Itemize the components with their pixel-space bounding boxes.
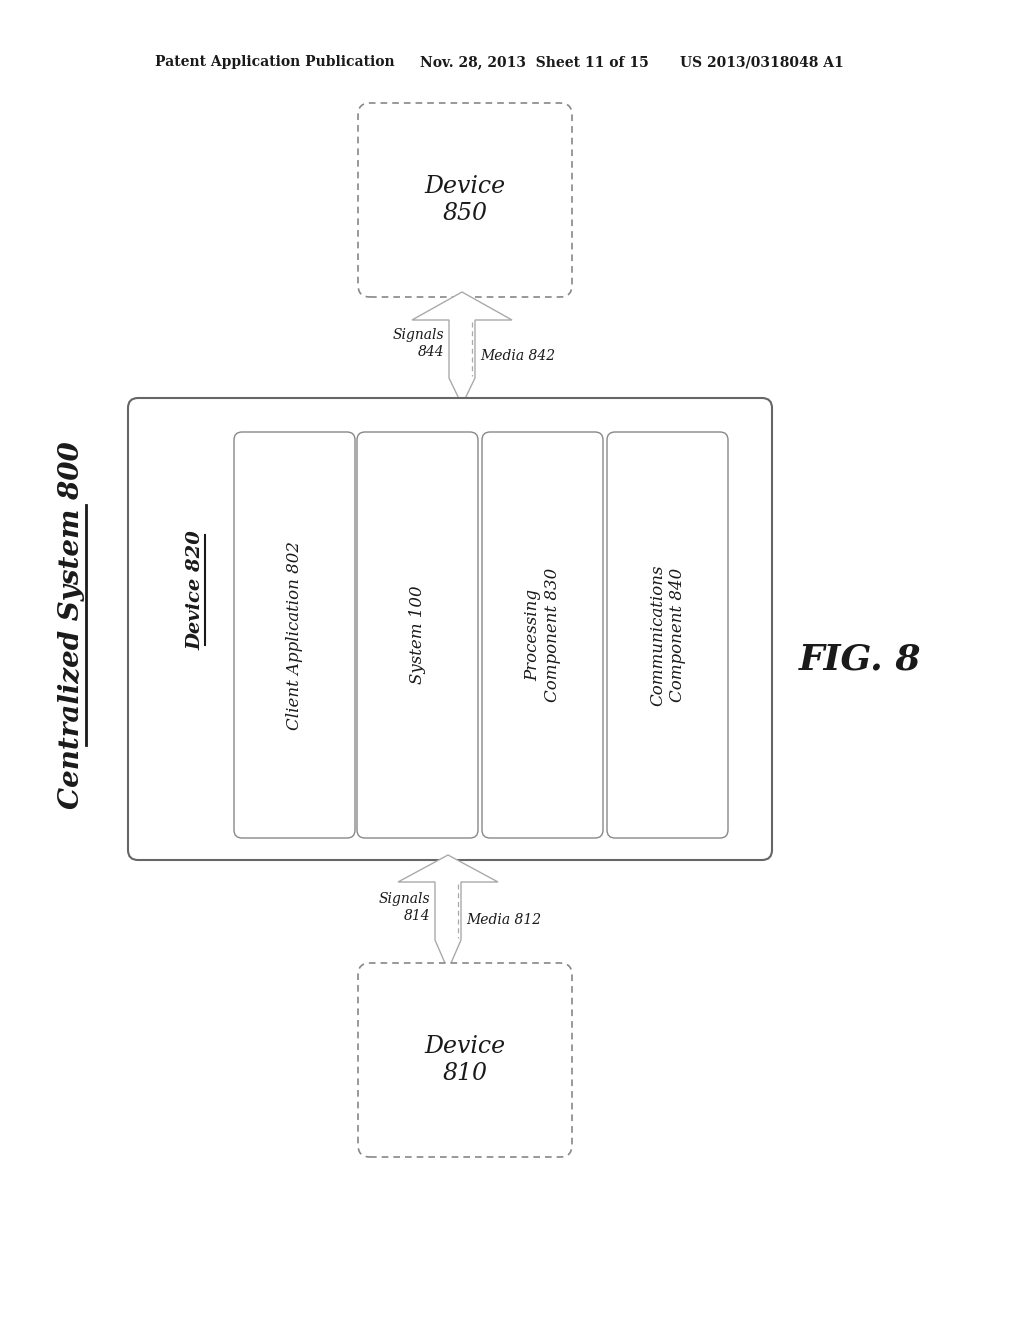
FancyBboxPatch shape xyxy=(357,432,478,838)
Text: Communications
Component 840: Communications Component 840 xyxy=(649,564,686,706)
Text: Centralized System 800: Centralized System 800 xyxy=(58,441,85,809)
Text: Media 842: Media 842 xyxy=(480,350,555,363)
Text: Processing
Component 830: Processing Component 830 xyxy=(524,568,561,702)
Text: Signals
844: Signals 844 xyxy=(392,329,444,359)
Text: Nov. 28, 2013  Sheet 11 of 15: Nov. 28, 2013 Sheet 11 of 15 xyxy=(420,55,649,69)
Polygon shape xyxy=(412,292,512,405)
Text: Device 820: Device 820 xyxy=(186,531,204,649)
FancyBboxPatch shape xyxy=(358,964,572,1158)
FancyBboxPatch shape xyxy=(358,103,572,297)
Text: Signals
814: Signals 814 xyxy=(379,892,430,923)
Text: System 100: System 100 xyxy=(409,586,426,684)
FancyBboxPatch shape xyxy=(128,399,772,861)
Polygon shape xyxy=(398,855,498,970)
Text: Client Application 802: Client Application 802 xyxy=(286,540,303,730)
FancyBboxPatch shape xyxy=(234,432,355,838)
Text: Device
810: Device 810 xyxy=(424,1035,506,1085)
Text: Device
850: Device 850 xyxy=(424,176,506,224)
Text: US 2013/0318048 A1: US 2013/0318048 A1 xyxy=(680,55,844,69)
FancyBboxPatch shape xyxy=(607,432,728,838)
FancyBboxPatch shape xyxy=(482,432,603,838)
Text: Patent Application Publication: Patent Application Publication xyxy=(155,55,394,69)
Text: Media 812: Media 812 xyxy=(466,913,541,928)
Text: FIG. 8: FIG. 8 xyxy=(799,643,922,677)
